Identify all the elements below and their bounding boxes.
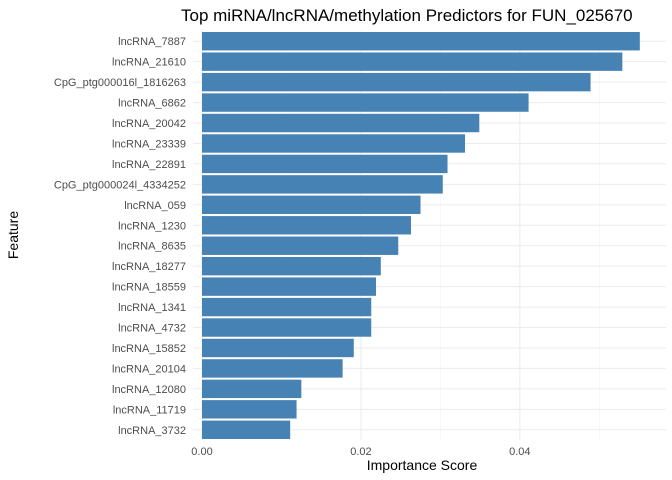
y-tick-label: lncRNA_1230: [118, 220, 186, 232]
y-tick-labels: lncRNA_7887 lncRNA_21610 CpG_ptg000016l_18…: [54, 36, 186, 437]
bar: [202, 297, 372, 317]
y-tick-label: lncRNA_23339: [112, 138, 186, 150]
y-tick-label: lncRNA_1341: [118, 302, 186, 314]
y-axis-title: Feature: [5, 211, 21, 259]
x-tick-label: 0.04: [509, 446, 530, 458]
y-tick-label: lncRNA_12080: [112, 384, 186, 396]
y-tick-label: CpG_ptg000024l_4334252: [54, 179, 186, 191]
bar: [202, 318, 372, 337]
y-tick-label: lncRNA_7887: [118, 36, 186, 48]
grid-lines: [193, 31, 666, 440]
x-axis-title: Importance Score: [367, 457, 478, 473]
y-tick-label: lncRNA_20042: [112, 118, 186, 130]
bar: [202, 400, 297, 419]
bar: [202, 32, 640, 51]
bar: [202, 420, 291, 439]
bar: [202, 195, 421, 215]
chart-title: Top miRNA/lncRNA/methylation Predictors …: [181, 6, 633, 25]
y-tick-label: CpG_ptg000016l_1816263: [54, 77, 186, 89]
bar: [202, 52, 623, 71]
y-tick-label: lncRNA_18277: [112, 261, 186, 273]
y-tick-label: lncRNA_22891: [112, 159, 186, 171]
y-tick-label: lncRNA_059: [124, 200, 186, 212]
bar: [202, 72, 591, 92]
y-tick-label: lncRNA_3732: [118, 425, 186, 437]
bars: [202, 32, 640, 439]
y-tick-label: lncRNA_18559: [112, 282, 186, 294]
bar: [202, 379, 302, 399]
bar: [202, 134, 466, 153]
y-tick-label: lncRNA_15852: [112, 343, 186, 355]
bar: [202, 338, 354, 358]
y-tick-label: lncRNA_20104: [112, 363, 186, 375]
bar: [202, 216, 411, 235]
bar: [202, 277, 377, 296]
bar: [202, 359, 343, 378]
x-tick-label: 0.02: [350, 446, 371, 458]
y-tick-label: lncRNA_11719: [113, 404, 186, 416]
x-tick-labels: 0.00 0.02 0.04: [191, 446, 530, 458]
bar: [202, 236, 399, 255]
y-tick-label: lncRNA_8635: [118, 241, 186, 253]
x-tick-label: 0.00: [191, 446, 212, 458]
y-tick-label: lncRNA_4732: [118, 323, 186, 335]
y-tick-label: lncRNA_6862: [118, 98, 186, 110]
bar: [202, 256, 381, 276]
bar: [202, 93, 529, 112]
bar: [202, 154, 448, 174]
bar: [202, 113, 480, 133]
y-tick-label: lncRNA_21610: [112, 57, 186, 69]
bar: [202, 175, 443, 194]
